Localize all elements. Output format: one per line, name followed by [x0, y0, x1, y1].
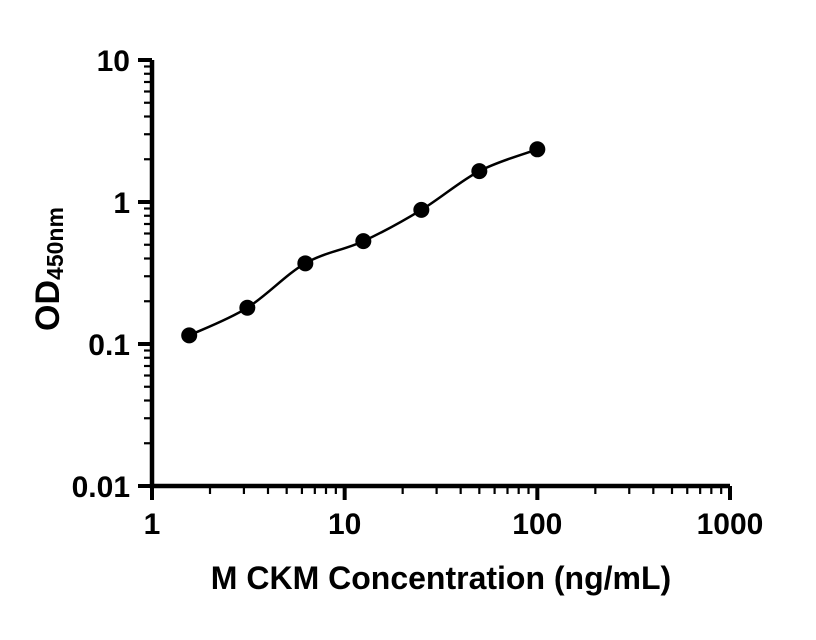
y-tick-label: 10 — [97, 45, 130, 78]
axes-spines — [149, 60, 730, 489]
y-axis-title: OD450nm — [26, 159, 70, 379]
x-tick-label: 100 — [512, 508, 562, 541]
data-point — [413, 201, 430, 218]
data-point — [471, 163, 488, 180]
y-axis-title-main: OD — [29, 279, 67, 331]
y-tick-label: 1 — [113, 187, 130, 220]
x-tick-label: 10 — [328, 508, 361, 541]
data-point — [239, 299, 256, 316]
x-tick-label: 1 — [144, 508, 161, 541]
data-point — [297, 255, 314, 272]
data-point — [355, 233, 372, 250]
data-point — [529, 141, 546, 158]
y-axis-title-subscript: 450nm — [42, 207, 68, 280]
y-tick-label: 0.1 — [88, 329, 130, 362]
x-axis-title: M CKM Concentration (ng/mL) — [210, 560, 672, 596]
y-tick-label: 0.01 — [72, 471, 130, 504]
x-tick-label: 1000 — [697, 508, 764, 541]
data-point — [181, 327, 198, 344]
